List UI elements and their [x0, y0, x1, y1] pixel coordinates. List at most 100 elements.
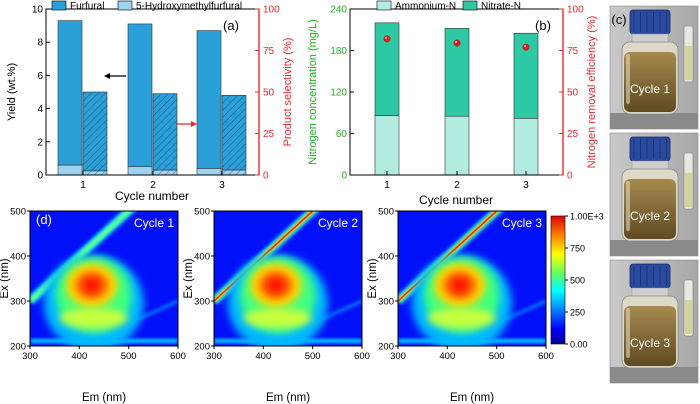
legend-furfural-label: Furfural [70, 1, 104, 12]
jar-liquid-3 [624, 306, 676, 366]
heatmap-y-tick-label-3-400: 400 [378, 252, 394, 263]
heatmap-ylabel-3: Ex (nm) [367, 258, 379, 298]
x-tick-label-3: 3 [219, 180, 225, 191]
legend-ammonium-swatch [376, 0, 392, 11]
legend-hmf-label: 5-Hydroxymethylfurfural [136, 1, 242, 12]
jar-cap-1 [629, 9, 671, 35]
heatmap-ylabel-1: Ex (nm) [0, 258, 11, 298]
colorbar-gradient [550, 215, 566, 345]
panel-b-ylabel: Nitrogen concentration (mg/L) [307, 19, 319, 165]
heatmap-y-tick-label-1-300: 300 [10, 297, 26, 308]
heatmap-x-tick-label-2-400: 400 [255, 351, 271, 362]
x-tick-label-2: 2 [454, 180, 460, 191]
bar-furfural-yield-wt--cycle-2 [127, 23, 153, 167]
heatmap-y-tick-label-2-500: 500 [194, 207, 210, 218]
panel-b-label: (b) [535, 18, 551, 33]
heatmap-x-tick-label-2-300: 300 [206, 351, 222, 362]
panel-a-right-axis: 0 25 50 75 100 [255, 5, 280, 182]
left-tick-label-6: 6 [37, 71, 43, 82]
efficiency-point-cycle-2 [453, 39, 461, 47]
heatmap-x-tick-label-3-600: 600 [538, 351, 554, 362]
right-tick-label-25: 25 [567, 129, 579, 140]
bar-5-hydroxymethylfurfural-selectivity--cycle-1 [82, 170, 108, 176]
heatmap-content-1 [30, 211, 178, 346]
panel-a-legend: Furfural 5-Hydroxymethylfurfural [51, 0, 242, 12]
panel-a: 0 2 4 6 8 10 0 25 50 75 100 1 2 3 Yield (wt.%) Prod… [6, 0, 294, 203]
heatmap-x-tick-label-2-600: 600 [354, 351, 370, 362]
panel-a-arrow-right [176, 121, 197, 127]
right-tick-label-100: 100 [263, 5, 280, 16]
efficiency-point-highlight-cycle-2 [455, 41, 457, 44]
heatmap-xlabel-3: Em (nm) [450, 392, 494, 404]
legend-furfural-swatch [51, 0, 67, 11]
heatmap-xlabel-2: Em (nm) [266, 392, 310, 404]
right-tick-label-50: 50 [567, 88, 579, 99]
colorbar-tick-label-1: 250 [570, 308, 585, 318]
photo-table-3 [610, 367, 698, 383]
jar-highlight-2 [626, 181, 630, 231]
bar-furfural-selectivity--cycle-1 [82, 91, 108, 172]
legend-nitrate-swatch [462, 0, 478, 11]
photo-label-3: Cycle 3 [630, 336, 670, 350]
heatmap-y-tick-label-2-400: 400 [194, 252, 210, 263]
heatmap-ylabel-2: Ex (nm) [183, 258, 195, 298]
photo-table-1 [610, 113, 698, 129]
left-tick-label-180: 180 [330, 46, 347, 57]
panel-a-y2label: Product selectivity (%) [282, 38, 294, 147]
heatmap-frame-1 [29, 210, 179, 347]
jar-liquid-2 [624, 179, 676, 239]
left-tick-label-240: 240 [330, 5, 347, 16]
jar-highlight-1 [626, 54, 630, 104]
x-tick-label-3: 3 [523, 180, 529, 191]
bar-5-hydroxymethylfurfural-selectivity--cycle-2 [152, 169, 178, 176]
heatmap-y-tick-label-2-300: 300 [194, 297, 210, 308]
heatmap-frame-2 [213, 210, 363, 347]
right-tick-label-100: 100 [567, 5, 584, 16]
heatmap-title-3: Cycle 3 [502, 216, 542, 230]
panel-a-x-axis: 1 2 3 [80, 171, 225, 191]
right-tick-label-75: 75 [263, 46, 275, 57]
right-tick-label-25: 25 [263, 129, 275, 140]
x-tick-label-1: 1 [80, 180, 86, 191]
legend-ammonium-label: Ammonium-N [395, 1, 456, 12]
colorbar-tick-label-0: 0.00 [570, 340, 588, 350]
left-tick-label-60: 60 [336, 129, 348, 140]
panel-d-heatmaps: 300 400 500 600 200 300 400 500 Em (nm) Ex (nm) Cy… [0, 207, 554, 404]
photo-table-2 [610, 240, 698, 256]
peak-red-3 [450, 277, 469, 294]
panel-a-label: (a) [223, 18, 239, 33]
right-tick-label-0: 0 [567, 171, 573, 182]
left-tick-label-2: 2 [37, 137, 43, 148]
photo-label-1: Cycle 1 [630, 82, 670, 96]
heatmap-x-tick-label-1-300: 300 [22, 351, 38, 362]
left-tick-label-0: 0 [37, 171, 43, 182]
right-tick-label-75: 75 [567, 46, 579, 57]
colorbar-tick-label-2: 500 [570, 276, 585, 286]
heatmap-frame-3 [397, 210, 547, 347]
heatmap-x-tick-label-2-500: 500 [305, 351, 321, 362]
right-tick-label-0: 0 [263, 171, 269, 182]
colorbar-tick-label-3: 750 [570, 244, 585, 254]
heatmap-x-tick-label-1-500: 500 [121, 351, 137, 362]
left-tick-label-120: 120 [330, 88, 347, 99]
efficiency-point-cycle-3 [522, 43, 530, 51]
small-vial-liquid-1 [685, 46, 692, 80]
heatmap-title-1: Cycle 1 [134, 216, 174, 230]
heatmap-y-tick-label-1-500: 500 [10, 207, 26, 218]
panel-a-xlabel: Cycle number [115, 189, 189, 203]
left-tick-label-10: 10 [32, 5, 44, 16]
colorbar-tick-label-4: 1.00E+3 [570, 212, 604, 222]
panel-b-right-axis: 0 25 50 75 100 [559, 5, 584, 182]
bar-5-hydroxymethylfurfural-yield-wt--cycle-2 [127, 166, 153, 176]
heatmap-y-tick-label-3-500: 500 [378, 207, 394, 218]
peak-lower-2 [243, 308, 312, 329]
heatmap-y-tick-label-3-200: 200 [378, 342, 394, 353]
panel-b-legend: Ammonium-N Nitrate-N [376, 0, 521, 12]
heatmap-x-tick-label-3-400: 400 [439, 351, 455, 362]
bar-ammonium-n-cycle-2 [444, 115, 470, 176]
bar-5-hydroxymethylfurfural-selectivity--cycle-3 [221, 169, 247, 176]
panel-c-photos: Cycle 1 Cycle 2 Cycle 3 [608, 4, 700, 388]
peak-red-1 [82, 277, 101, 294]
jar-cap-3 [629, 263, 671, 289]
